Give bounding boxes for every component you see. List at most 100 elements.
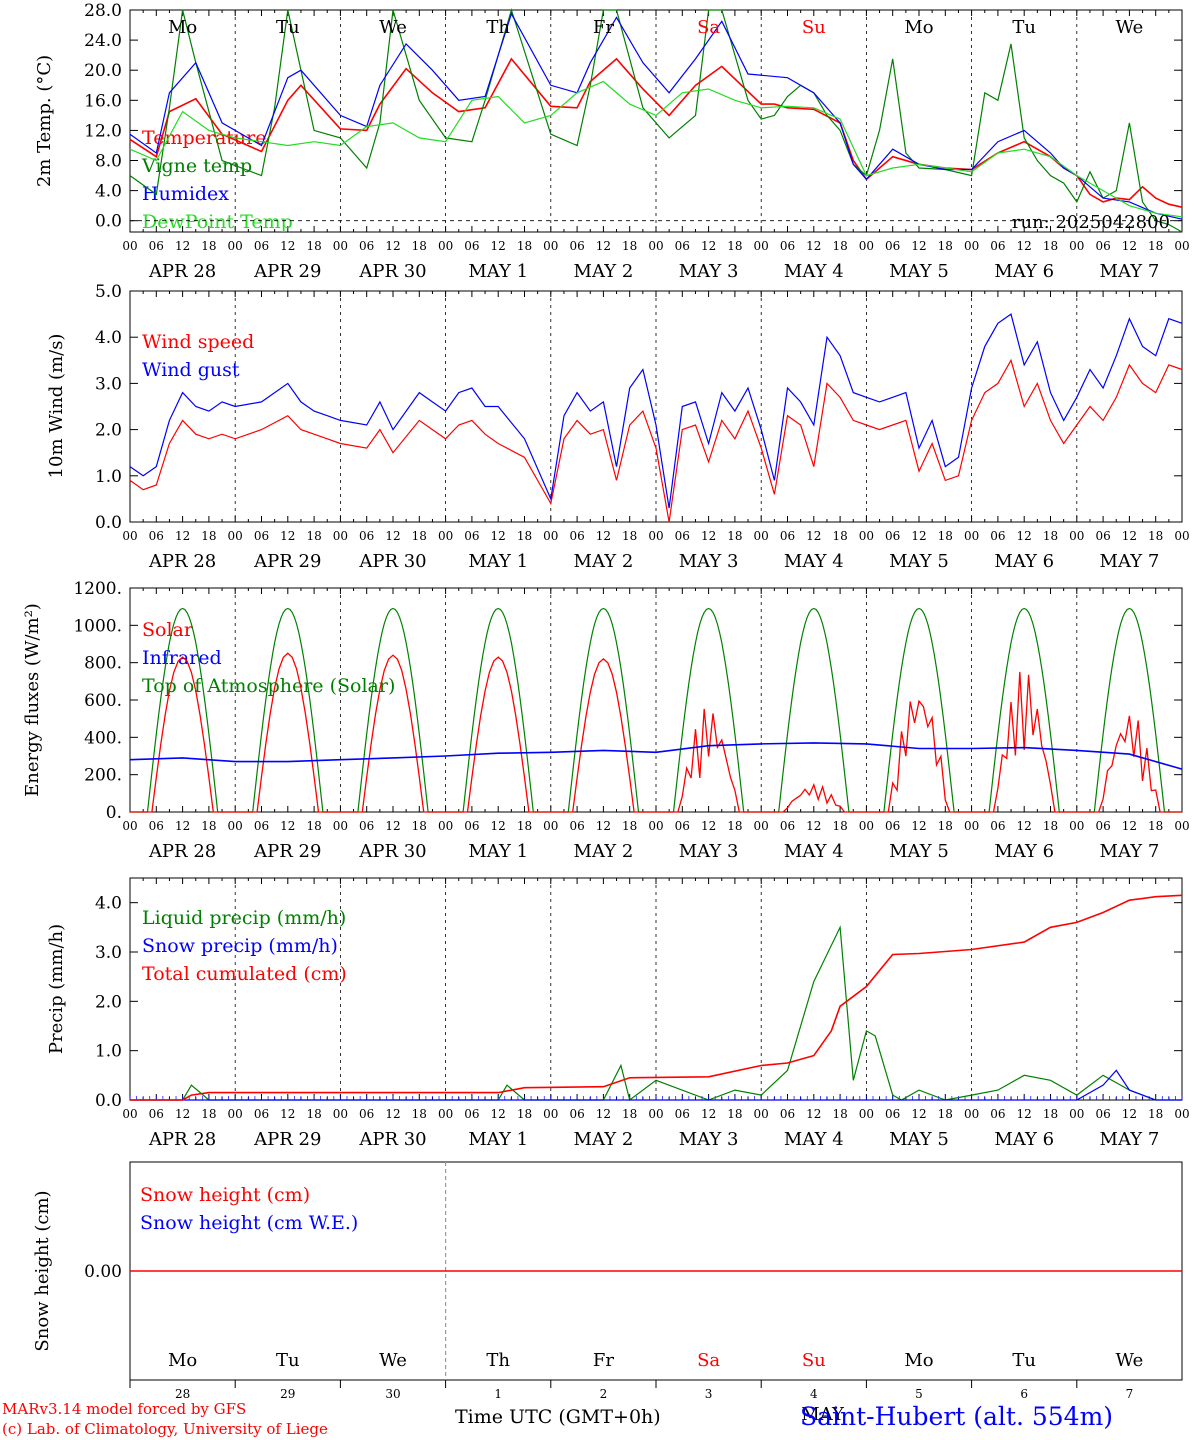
hour-tick-label: 18	[412, 1107, 427, 1121]
hour-tick-label: 06	[254, 819, 269, 833]
day-number-label: 29	[280, 1387, 295, 1401]
x-axis-title: Time UTC (GMT+0h)	[455, 1406, 661, 1428]
hour-tick-label: 00	[859, 239, 874, 253]
hour-tick-label: 06	[990, 1107, 1005, 1121]
hour-tick-label: 18	[306, 529, 321, 543]
hour-tick-label: 18	[1043, 819, 1058, 833]
series-line	[130, 1069, 1182, 1101]
date-label: MAY 6	[994, 551, 1054, 572]
y-tick-label: 600.	[84, 691, 122, 711]
weekday-label: We	[379, 1350, 407, 1371]
hour-tick-label: 06	[675, 239, 690, 253]
hour-tick-label: 18	[306, 819, 321, 833]
hour-tick-label: 18	[832, 239, 847, 253]
hour-tick-label: 06	[885, 239, 900, 253]
hour-tick-label: 18	[412, 819, 427, 833]
weekday-label: We	[1116, 17, 1144, 38]
hour-tick-label: 00	[1174, 529, 1189, 543]
series-line	[129, 80, 1183, 218]
y-tick-label: 0.0	[95, 1091, 122, 1111]
hour-tick-label: 12	[1017, 239, 1032, 253]
hour-tick-label: 18	[201, 239, 216, 253]
hour-tick-label: 12	[175, 529, 190, 543]
day-number-label: 3	[705, 1387, 713, 1401]
hour-tick-label: 12	[1122, 1107, 1137, 1121]
hour-tick-label: 00	[228, 529, 243, 543]
y-axis-label: Precip (mm/h)	[46, 924, 67, 1054]
day-number-label: 2	[600, 1387, 608, 1401]
hour-tick-label: 18	[306, 239, 321, 253]
legend-entry: Wind gust	[142, 359, 240, 381]
hour-tick-label: 00	[543, 529, 558, 543]
y-tick-label: 0.	[106, 803, 122, 823]
hour-tick-label: 06	[1095, 239, 1110, 253]
hour-tick-label: 00	[754, 819, 769, 833]
hour-tick-label: 12	[280, 819, 295, 833]
month-label: MAY	[801, 1404, 845, 1425]
hour-tick-label: 18	[938, 529, 953, 543]
weekday-label: Th	[486, 17, 510, 38]
y-tick-label: 2.0	[95, 421, 122, 441]
date-label: MAY 2	[574, 261, 634, 282]
hour-tick-label: 06	[780, 819, 795, 833]
hour-tick-label: 06	[149, 819, 164, 833]
hour-tick-label: 12	[491, 1107, 506, 1121]
hour-tick-label: 12	[1017, 529, 1032, 543]
hour-tick-label: 12	[911, 529, 926, 543]
date-label: APR 29	[253, 551, 321, 572]
y-tick-label: 4.0	[95, 894, 122, 914]
date-label: MAY 6	[994, 841, 1054, 862]
hour-tick-label: 06	[254, 1107, 269, 1121]
hour-tick-label: 06	[569, 529, 584, 543]
hour-tick-label: 06	[1095, 1107, 1110, 1121]
hour-tick-label: 00	[228, 1107, 243, 1121]
hour-tick-label: 06	[780, 1107, 795, 1121]
y-tick-label: 0.00	[84, 1262, 122, 1282]
panel-frame	[129, 9, 1183, 233]
hour-tick-label: 18	[201, 819, 216, 833]
hour-tick-label: 18	[727, 819, 742, 833]
hour-tick-label: 12	[1122, 529, 1137, 543]
legend-entry: Snow precip (mm/h)	[142, 935, 338, 957]
hour-tick-label: 18	[622, 529, 637, 543]
hour-tick-label: 00	[438, 239, 453, 253]
hour-tick-label: 06	[990, 819, 1005, 833]
hour-tick-label: 18	[1043, 239, 1058, 253]
y-axis-label: Snow height (cm)	[32, 1190, 53, 1351]
legend-entry: Humidex	[142, 183, 229, 205]
hour-tick-label: 00	[333, 819, 348, 833]
weekday-label: Mo	[168, 1350, 197, 1371]
date-label: MAY 4	[784, 261, 844, 282]
hour-tick-label: 12	[1017, 1107, 1032, 1121]
hour-tick-label: 18	[832, 1107, 847, 1121]
legend-entry: DewPoint Temp	[142, 211, 293, 233]
hour-tick-label: 12	[1017, 819, 1032, 833]
date-label: MAY 7	[1100, 551, 1160, 572]
hour-tick-label: 00	[1174, 819, 1189, 833]
hour-tick-label: 00	[1069, 239, 1084, 253]
date-label: MAY 6	[994, 1129, 1054, 1150]
hour-tick-label: 06	[359, 239, 374, 253]
weekday-label: Tu	[1012, 17, 1036, 38]
hour-tick-label: 18	[412, 529, 427, 543]
date-label: MAY 5	[889, 841, 949, 862]
hour-tick-label: 18	[517, 819, 532, 833]
hour-tick-label: 06	[990, 239, 1005, 253]
hour-tick-label: 06	[675, 529, 690, 543]
series-line	[129, 358, 1183, 523]
y-tick-label: 16.0	[84, 91, 122, 111]
hour-tick-label: 06	[990, 529, 1005, 543]
hour-tick-label: 06	[1095, 819, 1110, 833]
hour-tick-label: 18	[517, 239, 532, 253]
date-label: APR 30	[358, 551, 426, 572]
date-label: APR 30	[358, 261, 426, 282]
hour-tick-label: 00	[859, 1107, 874, 1121]
hour-tick-label: 18	[517, 1107, 532, 1121]
date-label: MAY 3	[679, 1129, 739, 1150]
hour-tick-label: 12	[385, 239, 400, 253]
hour-tick-label: 18	[622, 1107, 637, 1121]
hour-tick-label: 00	[964, 819, 979, 833]
hour-tick-label: 12	[491, 529, 506, 543]
series-line	[130, 652, 1182, 813]
hour-tick-label: 00	[1174, 239, 1189, 253]
